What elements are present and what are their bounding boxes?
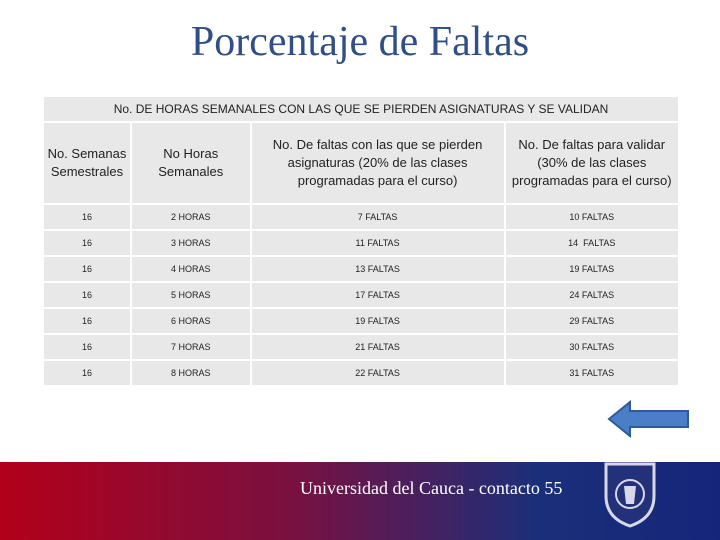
table-row: 16 7 HORAS 21 FALTAS 30 FALTAS bbox=[42, 333, 681, 361]
column-header: No Horas Semanales bbox=[129, 121, 252, 205]
table-cell: 17 FALTAS bbox=[249, 281, 506, 309]
table-cell: 7 HORAS bbox=[129, 333, 252, 361]
table-row: 16 8 HORAS 22 FALTAS 31 FALTAS bbox=[42, 359, 681, 387]
table: No. DE HORAS SEMANALES CON LAS QUE SE PI… bbox=[42, 95, 681, 387]
slide-title: Porcentaje de Faltas bbox=[190, 19, 530, 65]
table-row: 16 3 HORAS 11 FALTAS 14 FALTAS bbox=[42, 229, 681, 257]
table-cell: 16 bbox=[42, 307, 132, 335]
table-cell: 16 bbox=[42, 333, 132, 361]
logo bbox=[604, 462, 656, 528]
table-cell: 16 bbox=[42, 229, 132, 257]
table-row: 16 6 HORAS 19 FALTAS 29 FALTAS bbox=[42, 307, 681, 335]
table-cell: 14 FALTAS bbox=[503, 229, 681, 257]
footer-band bbox=[0, 462, 720, 540]
table-cell: 22 FALTAS bbox=[249, 359, 506, 387]
column-header: No. De faltas para validar (30% de las c… bbox=[503, 121, 681, 205]
table-cell: 31 FALTAS bbox=[503, 359, 681, 387]
table-cell: 16 bbox=[42, 255, 132, 283]
back-arrow-button[interactable] bbox=[606, 398, 692, 440]
column-header: No. De faltas con las que se pierden asi… bbox=[249, 121, 506, 205]
table-cell: 16 bbox=[42, 203, 132, 231]
table-cell: 13 FALTAS bbox=[249, 255, 506, 283]
table-row: 16 2 HORAS 7 FALTAS 10 FALTAS bbox=[42, 203, 681, 231]
table-cell: 3 HORAS bbox=[129, 229, 252, 257]
table-cell: 16 bbox=[42, 359, 132, 387]
table-cell: 10 FALTAS bbox=[503, 203, 681, 231]
column-header: No. Semanas Semestrales bbox=[42, 121, 132, 205]
table-row: 16 4 HORAS 13 FALTAS 19 FALTAS bbox=[42, 255, 681, 283]
table-cell: 21 FALTAS bbox=[249, 333, 506, 361]
table-cell: 16 bbox=[42, 281, 132, 309]
table-cell: 2 HORAS bbox=[129, 203, 252, 231]
table-cell: 5 HORAS bbox=[129, 281, 252, 309]
table-cell: 4 HORAS bbox=[129, 255, 252, 283]
table-caption: No. DE HORAS SEMANALES CON LAS QUE SE PI… bbox=[42, 95, 680, 123]
table-cell: 7 FALTAS bbox=[249, 203, 506, 231]
table-row: 16 5 HORAS 17 FALTAS 24 FALTAS bbox=[42, 281, 681, 309]
table-cell: 8 HORAS bbox=[129, 359, 252, 387]
table-cell: 24 FALTAS bbox=[503, 281, 681, 309]
footer-text: Universidad del Cauca - contacto 55 bbox=[300, 478, 563, 498]
table-cell: 30 FALTAS bbox=[503, 333, 681, 361]
table-cell: 11 FALTAS bbox=[249, 229, 506, 257]
table-cell: 6 HORAS bbox=[129, 307, 252, 335]
table-cell: 29 FALTAS bbox=[503, 307, 681, 335]
table-cell: 19 FALTAS bbox=[249, 307, 506, 335]
table-cell: 19 FALTAS bbox=[503, 255, 681, 283]
